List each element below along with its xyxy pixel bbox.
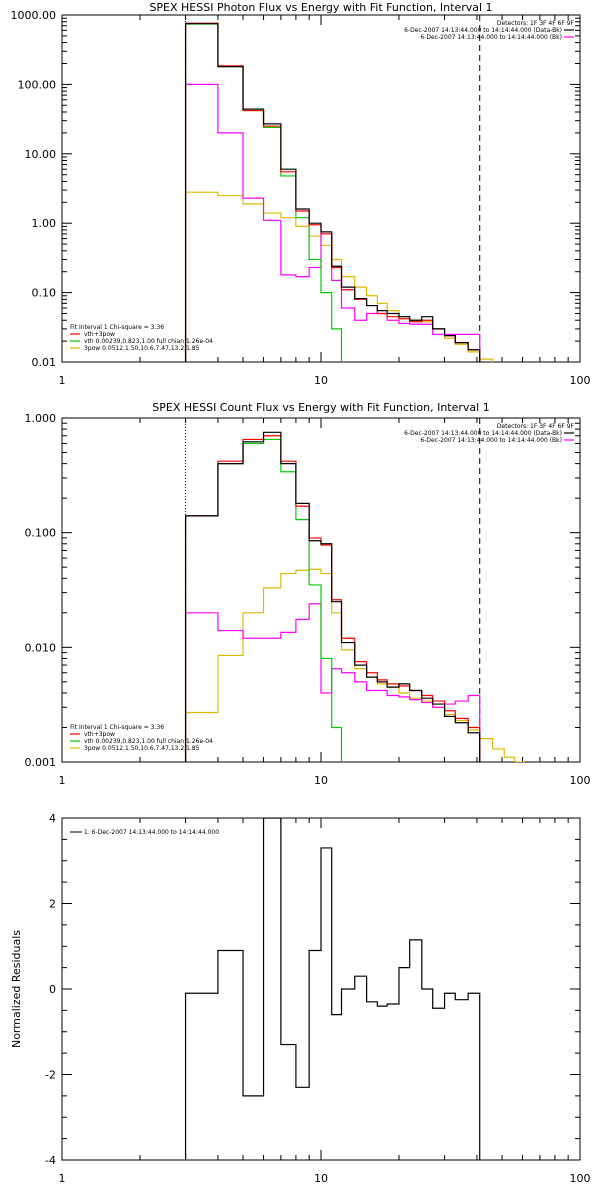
chart-title: SPEX HESSI Photon Flux vs Energy with Fi…: [149, 1, 492, 14]
fit-legend-title: Fit Interval 1 Chi-square = 3.36: [70, 324, 164, 331]
legend-detectors: Detectors: 1F 3F 4F 6F 9F: [497, 423, 575, 430]
y-tick-label: 0.100: [25, 527, 57, 540]
legend-entry-text: 6-Dec-2007 14:13:44.000 to 14:14:44.000 …: [420, 34, 562, 41]
plot-area: [184, 818, 481, 1160]
legend-entry-text: 6-Dec-2007 14:13:44.000 to 14:14:44.000 …: [420, 437, 562, 444]
axes-frame: [61, 14, 581, 363]
plot-area: [184, 418, 525, 762]
y-tick-label: 0.010: [25, 641, 57, 654]
fit-legend-text: vth+3pow: [84, 331, 115, 338]
y-tick-label: 100.00: [18, 78, 57, 91]
series-line: [184, 23, 343, 362]
x-tick-label: 1: [59, 1172, 66, 1185]
panel-2: SPEX HESSI Count Flux vs Energy with Fit…: [25, 401, 591, 787]
fit-legend-text: vth 0.00239,0.823,1.00 full chian 1.26e-…: [84, 338, 213, 345]
fit-legend-text: vth 0.00239,0.823,1.00 full chian 1.26e-…: [84, 738, 213, 745]
series-line: [184, 568, 525, 762]
x-tick-label: 1: [59, 774, 66, 787]
y-tick-label: 10.00: [25, 148, 57, 161]
panel-1: SPEX HESSI Photon Flux vs Energy with Fi…: [11, 1, 591, 387]
x-tick-label: 100: [570, 1172, 591, 1185]
series-line: [184, 23, 481, 362]
x-tick-label: 10: [314, 774, 328, 787]
y-tick-label: 0.001: [25, 756, 57, 769]
legend-detectors: Detectors: 1F 3F 4F 6F 9F: [497, 20, 575, 27]
panel-3: Normalized Residuals 1 10 100 -4 -2 0 2 4 1. 6-De…: [10, 812, 591, 1185]
legend-entry-text: 6-Dec-2007 14:13:44.000 to 14:14:44.000 …: [404, 27, 562, 34]
y-tick-label: 0.10: [32, 287, 57, 300]
series-line: [184, 431, 481, 762]
series-line: [184, 818, 481, 1160]
series-line: [184, 191, 494, 362]
fit-legend-title: Fit Interval 1 Chi-square = 3.36: [70, 724, 164, 731]
series-line: [184, 435, 481, 762]
fit-legend-text: vth+3pow: [84, 731, 115, 738]
x-tick-label: 100: [570, 374, 591, 387]
legend-entry-text: 1. 6-Dec-2007 14:13:44.000 to 14:14:44.0…: [84, 829, 219, 836]
y-tick-label: -2: [45, 1069, 56, 1082]
x-tick-label: 10: [314, 374, 328, 387]
x-tick-label: 10: [314, 1172, 328, 1185]
chart-title: SPEX HESSI Count Flux vs Energy with Fit…: [152, 401, 489, 414]
y-tick-label: 0: [49, 983, 56, 996]
plot-area: [184, 15, 494, 362]
x-tick-label: 100: [570, 774, 591, 787]
fit-legend-text: 3pow 0.0512,1.50,10.6,7.47,13.2,1.85: [84, 745, 200, 752]
y-tick-label: 1000.00: [11, 9, 57, 22]
y-axis-label: Normalized Residuals: [10, 930, 23, 1048]
series-line: [184, 83, 481, 362]
y-tick-label: 0.01: [32, 356, 57, 369]
y-tick-label: 1.00: [32, 217, 57, 230]
series-line: [184, 603, 481, 762]
y-tick-label: 4: [49, 812, 56, 825]
fit-legend-text: 3pow 0.0512,1.50,10.6,7.47,13.2,1.85: [84, 345, 200, 352]
y-tick-label: 2: [49, 898, 56, 911]
y-tick-label: 1.000: [25, 412, 57, 425]
x-tick-label: 1: [59, 374, 66, 387]
y-tick-label: -4: [45, 1154, 56, 1167]
legend-entry-text: 6-Dec-2007 14:13:44.000 to 14:14:44.000 …: [404, 430, 562, 437]
